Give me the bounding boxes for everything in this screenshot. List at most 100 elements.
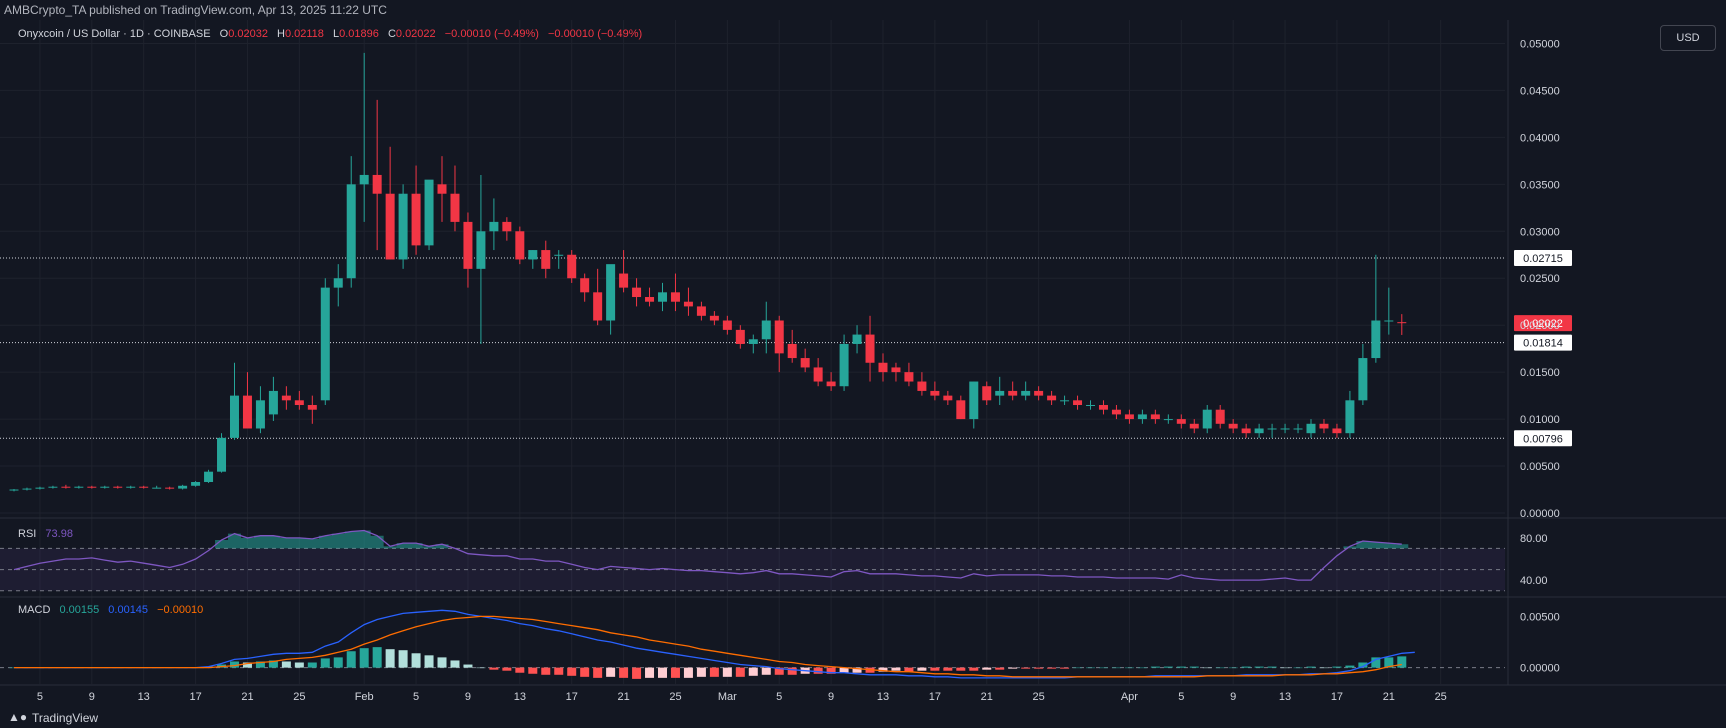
candle-body: [670, 292, 680, 302]
time-tick-label: 13: [138, 691, 150, 703]
macd-hist-bar: [658, 667, 667, 678]
candle-body: [74, 486, 84, 488]
candle-body: [852, 334, 862, 344]
candle-body: [567, 254, 577, 279]
candle-body: [1060, 400, 1070, 402]
published-text: AMBCrypto_TA published on TradingView.co…: [4, 3, 387, 17]
candle-body: [1267, 428, 1277, 430]
candle-body: [1306, 423, 1316, 434]
candle-body: [1202, 409, 1212, 429]
macd-hist-bar: [995, 667, 1005, 670]
price-tick-label: 0.04500: [1520, 85, 1560, 97]
candle-body: [372, 174, 382, 194]
candle-body: [346, 184, 356, 279]
candle-body: [787, 343, 797, 359]
candle-body: [217, 437, 227, 472]
time-tick-label: 13: [1279, 691, 1291, 703]
close-value: 0.02022: [395, 28, 436, 40]
macd-hist-bar: [813, 667, 823, 674]
time-tick-label: Mar: [718, 691, 737, 703]
macd-hist-bar: [424, 655, 434, 668]
time-tick-label: Apr: [1121, 691, 1138, 703]
candle-body: [178, 485, 188, 489]
macd-hist-bar: [1241, 666, 1251, 668]
macd-hist-bar: [1228, 667, 1238, 669]
candle-body: [165, 487, 175, 489]
price-tick-label: 0.03000: [1520, 226, 1560, 238]
macd-hist-bar: [502, 667, 512, 671]
macd-hist-bar: [450, 660, 460, 668]
candle-body: [437, 184, 447, 194]
candle-body: [294, 400, 304, 406]
price-tick-label: 0.01000: [1520, 414, 1560, 426]
time-tick-label: 25: [293, 691, 305, 703]
candle-body: [1397, 322, 1407, 324]
high-value: 0.02118: [284, 28, 324, 40]
macd-hist-bar: [1280, 667, 1290, 669]
candle-body: [281, 395, 291, 401]
candle-body: [696, 306, 706, 316]
candle-body: [956, 400, 966, 420]
currency-button[interactable]: USD: [1660, 25, 1716, 51]
macd-hist-bar: [1384, 657, 1394, 668]
macd-hist-bar: [554, 667, 564, 675]
candle-body: [722, 320, 732, 330]
macd-hist-bar: [969, 667, 979, 671]
macd-hist-bar: [852, 667, 862, 673]
candle-body: [398, 193, 408, 260]
candle-body: [839, 343, 849, 387]
time-tick-label: 25: [1033, 691, 1045, 703]
candle-body: [463, 221, 473, 269]
chart-canvas[interactable]: 0.02715 0.01814 0.00796 0.02022 0.05000 0.045…: [0, 0, 1726, 706]
candle-body: [139, 486, 149, 488]
macd-hist-bar: [242, 662, 252, 668]
price-tick-label: 0.00000: [1520, 508, 1560, 520]
macd-line-value: 0.00145: [108, 604, 149, 616]
macd-hist-bar: [1254, 666, 1264, 668]
macd-hist-bar: [1215, 667, 1225, 669]
macd-hist-bar: [1150, 666, 1160, 668]
candle-body: [1034, 390, 1044, 396]
time-axis: 5 9 13 17 21 25 Feb 5 9 13 17 21 25 Mar 5 9 13 17 21 25 Apr 5…: [37, 691, 1447, 703]
candle-body: [1111, 409, 1121, 415]
macd-hist-bar: [943, 667, 953, 671]
candle-body: [385, 193, 395, 260]
macd-hist-bar: [982, 667, 992, 670]
price-tick-label: 0.01500: [1520, 367, 1560, 379]
macd-hist-bar: [1073, 667, 1083, 669]
candles: [9, 52, 1407, 492]
macd-hist-bar: [385, 649, 395, 668]
signal-line: [14, 615, 1402, 678]
macd-hist-bar: [606, 667, 616, 677]
price-tick-label: 0.00500: [1520, 461, 1560, 473]
candle-body: [9, 489, 19, 491]
rsi-label: RSI: [18, 528, 37, 540]
macd-tick-label: 0.00000: [1520, 663, 1560, 675]
time-tick-label: 5: [776, 691, 782, 703]
candle-body: [580, 278, 590, 293]
candle-body: [48, 486, 58, 488]
candle-body: [1241, 428, 1251, 434]
time-tick-label: 17: [189, 691, 201, 703]
candle-body: [1293, 428, 1303, 430]
candle-body: [1073, 400, 1083, 406]
macd-hist-bar: [1034, 667, 1044, 669]
macd-hist-bar: [891, 667, 901, 671]
macd-label: MACD: [18, 604, 51, 616]
change-value: −0.00010 (−0.49%): [444, 28, 539, 40]
macd-line: [14, 609, 1415, 679]
macd-hist-bar: [1332, 666, 1342, 668]
rsi-legend: RSI 73.98: [18, 528, 73, 540]
macd-hist-bar: [619, 667, 629, 678]
candle-body: [450, 193, 460, 222]
macd-pane: [0, 609, 1505, 679]
candle-body: [61, 486, 71, 488]
macd-hist-bar: [463, 664, 473, 668]
candle-body: [619, 273, 629, 288]
macd-hist-bar: [1021, 667, 1031, 669]
macd-hist-bar: [515, 667, 525, 673]
candle-body: [1163, 419, 1173, 421]
candle-body: [35, 487, 45, 489]
tradingview-logo-icon[interactable]: ▲●: [8, 710, 28, 724]
candle-body: [320, 287, 330, 401]
